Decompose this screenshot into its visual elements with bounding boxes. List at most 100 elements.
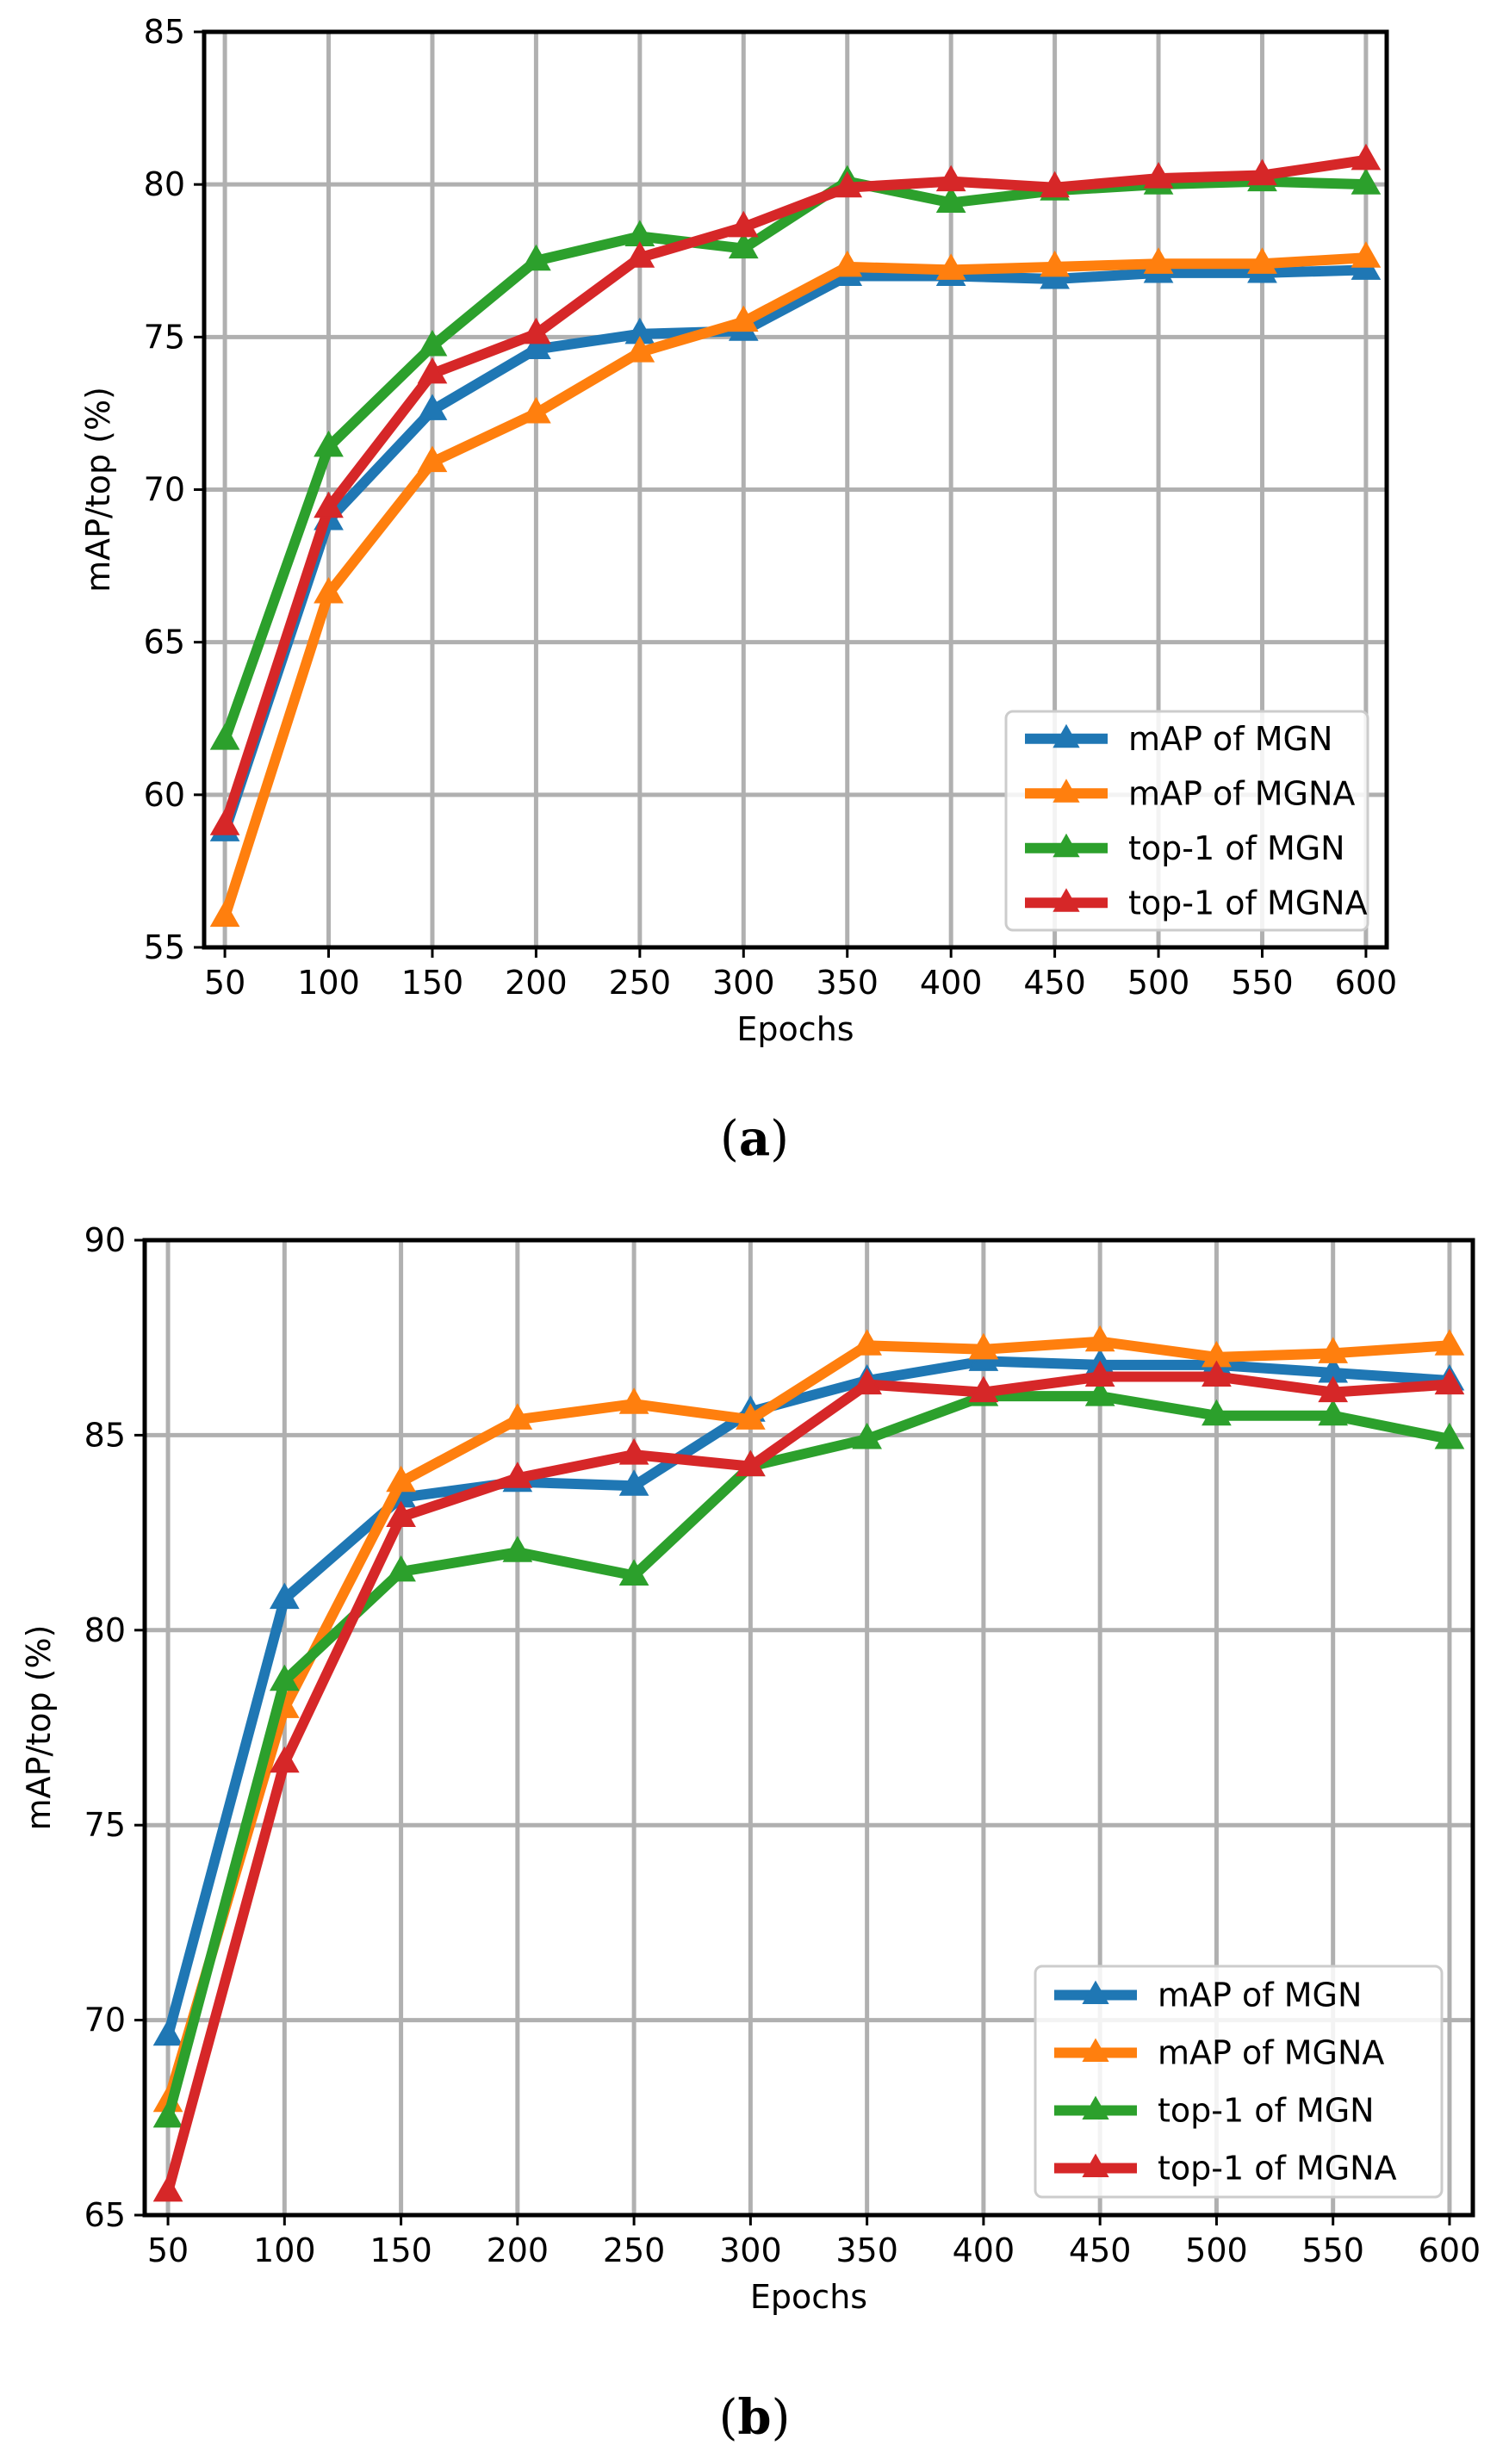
data-point [502, 1403, 533, 1430]
legend-swatch-marker [1082, 2095, 1109, 2120]
data-point [736, 1403, 766, 1430]
data-point [1318, 1375, 1349, 1403]
data-point [386, 1465, 416, 1493]
data-point [502, 1536, 533, 1562]
data-point [152, 2101, 183, 2128]
y-tick-label: 80 [144, 165, 185, 203]
data-point [502, 1462, 533, 1488]
data-point [269, 1664, 300, 1691]
data-point [624, 241, 655, 268]
data-point [736, 1449, 766, 1477]
data-point [1318, 1337, 1349, 1363]
data-point [832, 171, 863, 198]
legend-swatch-marker [1053, 888, 1080, 912]
legend-swatch-marker [1082, 1980, 1109, 2005]
axes-frame [142, 1238, 1475, 2218]
legend: mAP of MGN mAP of MGNA top-1 of MGN top-1 o… [1034, 1964, 1444, 2199]
legend-label: mAP of MGNA [1128, 774, 1355, 812]
series-line [220, 264, 1371, 837]
data-point [618, 1559, 649, 1586]
data-point [417, 329, 448, 357]
data-point [209, 900, 240, 928]
data-point [1040, 171, 1070, 198]
legend-box [1034, 1964, 1444, 2199]
panel-caption: (b) [719, 2389, 791, 2446]
x-tick-label: 200 [505, 964, 568, 1002]
x-tick-label: 550 [1231, 964, 1294, 1002]
y-tick-label: 85 [144, 13, 185, 51]
series-line [220, 176, 1371, 746]
legend-label: mAP of MGNA [1158, 2034, 1384, 2072]
legend-label: top-1 of MGN [1158, 2092, 1375, 2130]
data-point [152, 2175, 183, 2202]
data-point [728, 210, 759, 238]
panel-caption: (a) [720, 1110, 789, 1167]
data-point [269, 1582, 300, 1610]
data-point [618, 1387, 649, 1414]
data-point [728, 305, 759, 332]
x-tick-label: 150 [369, 2231, 432, 2269]
caption-letter: a [739, 1110, 770, 1167]
data-point [521, 244, 551, 271]
x-tick-label: 250 [603, 2231, 666, 2269]
legend-item: top-1 of MGNA [1054, 2150, 1397, 2188]
data-point [1084, 1380, 1115, 1406]
data-point [935, 253, 966, 280]
data-point [1084, 1360, 1115, 1387]
data-point [1318, 1399, 1349, 1426]
series-top-1-of-mgna [209, 143, 1382, 835]
legend-item: top-1 of MGNA [1025, 884, 1368, 922]
y-tick-label: 70 [144, 471, 185, 509]
x-axis-label: Epochs [750, 2278, 867, 2316]
x-tick-label: 50 [204, 964, 245, 1002]
chart-panel-b: 50 100 150 200 250 300 350 400 450 500 550 600 65 70 7… [20, 1221, 1481, 2446]
caption-close-paren: ) [770, 1111, 789, 1167]
data-point [521, 317, 551, 344]
data-point [1202, 1399, 1232, 1426]
legend-swatch-marker [1053, 779, 1080, 803]
caption-close-paren: ) [772, 2390, 791, 2446]
data-point [1247, 247, 1277, 274]
x-tick-label: 400 [953, 2231, 1015, 2269]
legend-label: mAP of MGN [1158, 1977, 1362, 2014]
legend-label: top-1 of MGNA [1158, 2150, 1397, 2188]
x-tick-label: 450 [1023, 964, 1086, 1002]
legend-box [1004, 710, 1369, 932]
x-tick-label: 100 [253, 2231, 316, 2269]
series-line [163, 1391, 1455, 2123]
series-line [220, 252, 1371, 922]
data-point [1143, 247, 1174, 274]
data-point [314, 430, 344, 457]
y-tick-label: 65 [144, 624, 185, 661]
y-tick-label: 60 [144, 776, 185, 814]
data-point [209, 723, 240, 750]
data-point [968, 1375, 999, 1403]
data-point [618, 1438, 649, 1465]
data-point [314, 491, 344, 518]
data-point [269, 1746, 300, 1773]
legend-item: mAP of MGN [1054, 1977, 1362, 2014]
data-point [852, 1422, 882, 1449]
legend-item: top-1 of MGN [1054, 2092, 1375, 2130]
data-point [1143, 162, 1174, 189]
x-tick-label: 200 [487, 2231, 550, 2269]
y-axis-label: mAP/top (%) [79, 387, 117, 593]
data-point [314, 576, 344, 604]
x-axis-label: Epochs [736, 1010, 854, 1048]
data-point [417, 394, 448, 420]
data-point [1434, 1368, 1465, 1395]
data-point [417, 357, 448, 384]
x-tick-label: 500 [1185, 2231, 1248, 2269]
legend-item: mAP of MGN [1025, 720, 1332, 758]
y-tick-label: 70 [84, 2002, 126, 2039]
legend-label: top-1 of MGN [1128, 829, 1345, 867]
data-point [386, 1555, 416, 1582]
series-line [220, 154, 1371, 831]
caption-open-paren: ( [720, 1111, 739, 1167]
y-tick-label: 55 [144, 928, 185, 966]
x-tick-label: 600 [1419, 2231, 1481, 2269]
x-tick-label: 600 [1335, 964, 1398, 1002]
legend-item: top-1 of MGN [1025, 829, 1345, 867]
caption-letter: b [737, 2389, 771, 2446]
